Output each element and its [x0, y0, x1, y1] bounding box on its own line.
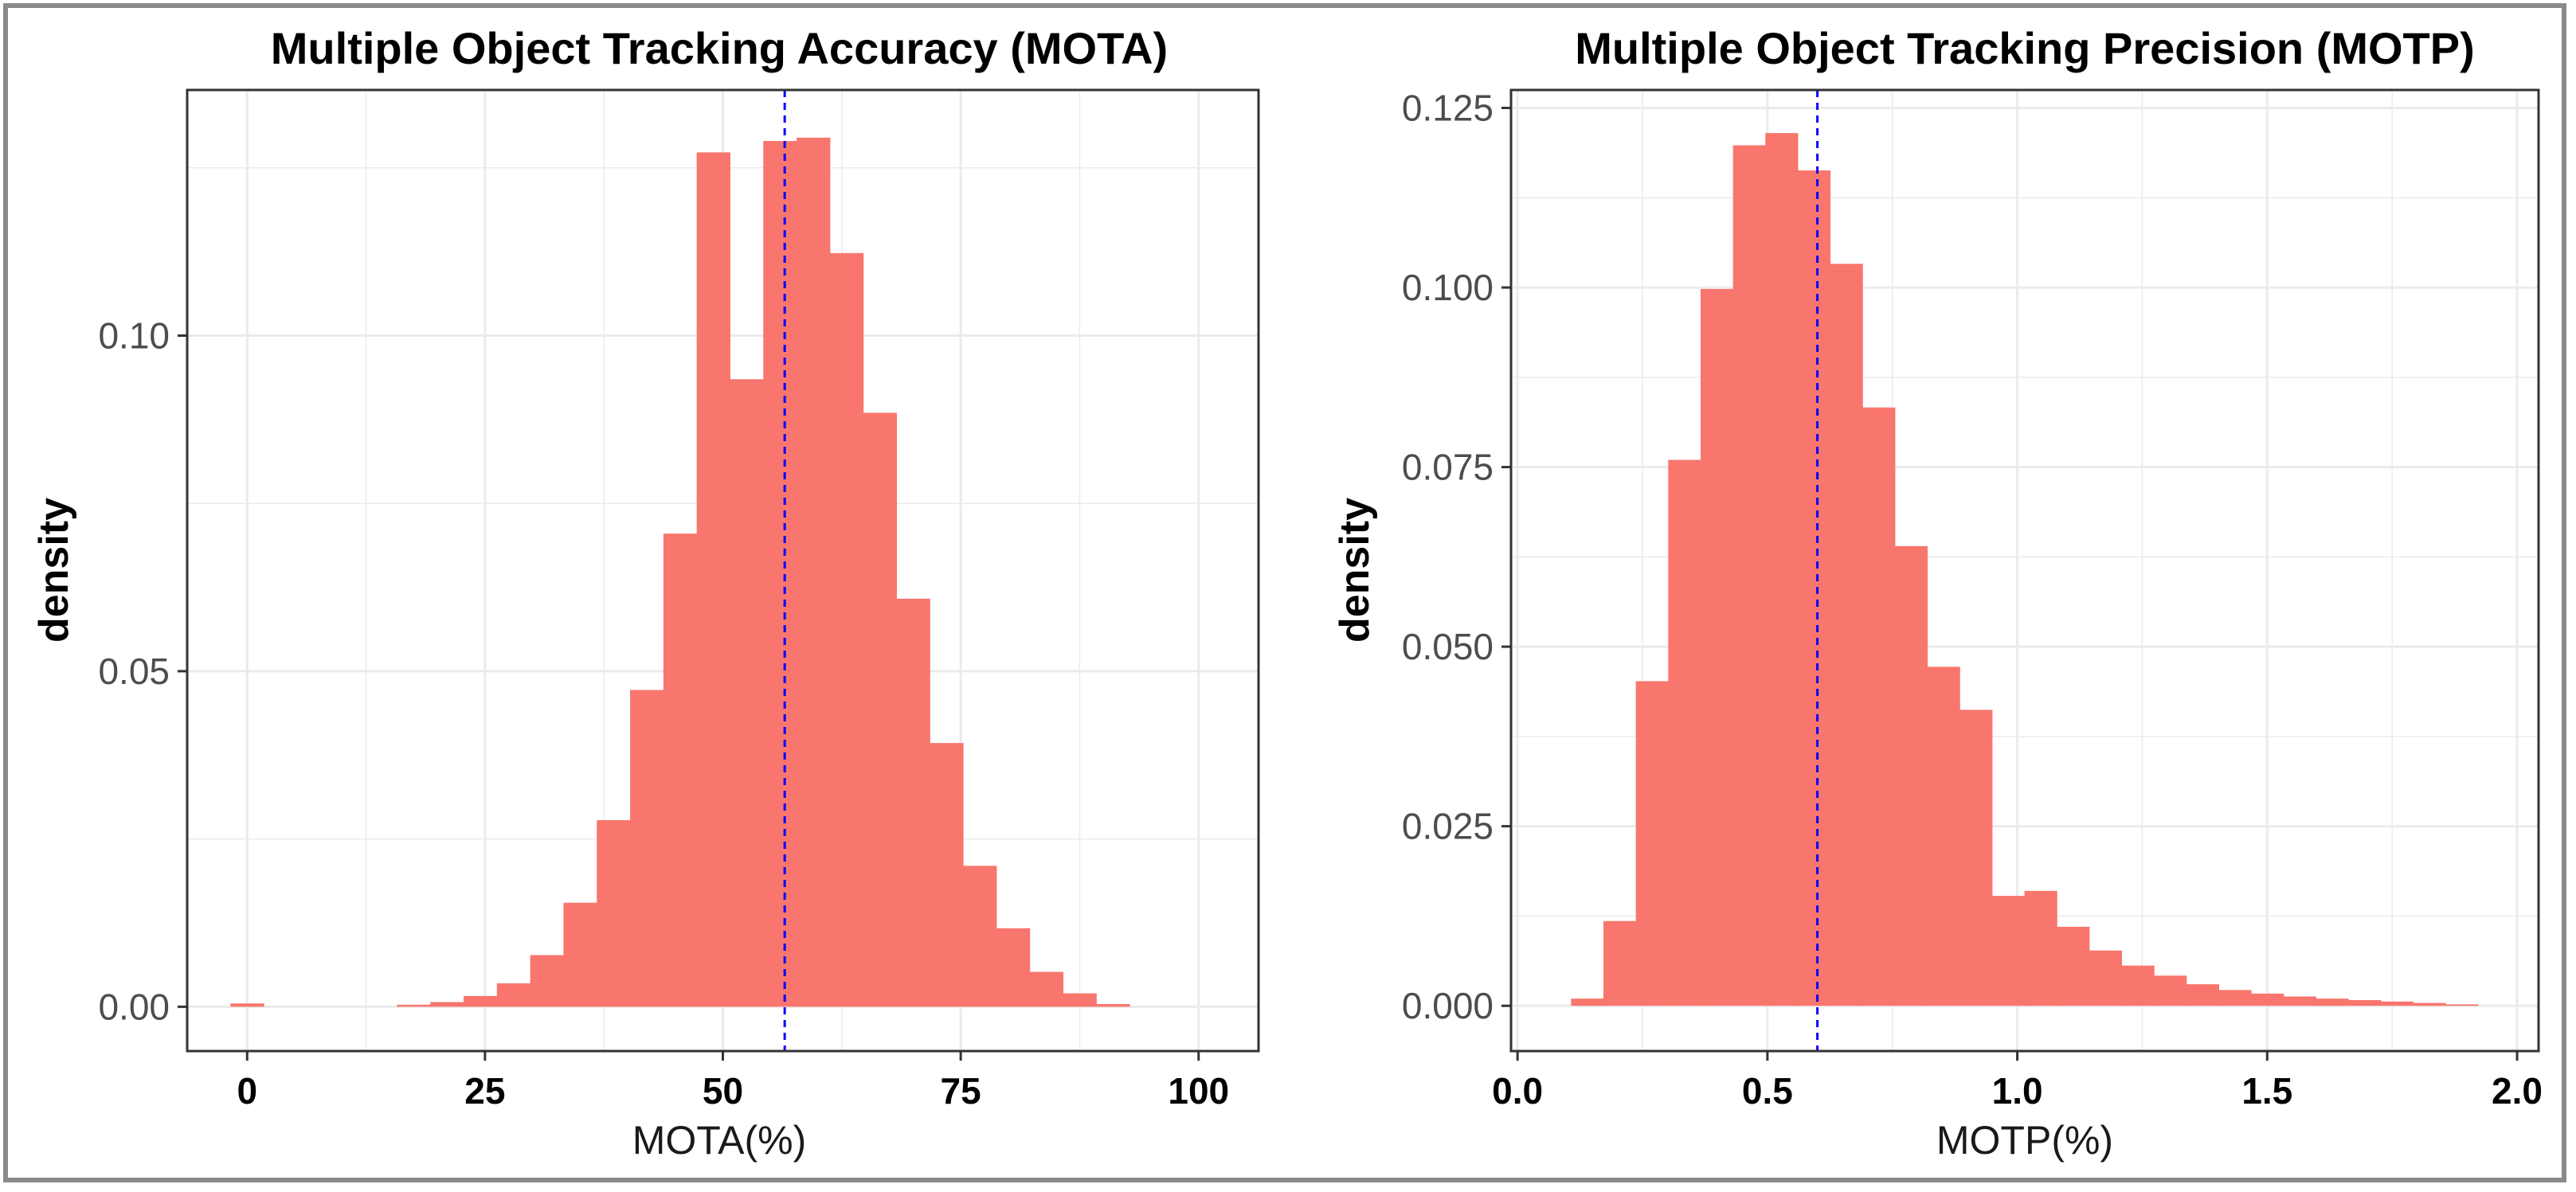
motp-histogram-bars — [1571, 133, 2479, 1006]
mota-bar-49 — [696, 152, 730, 1007]
motp-bar-1-7595 — [2380, 1001, 2414, 1006]
motp-chart-title: Multiple Object Tracking Precision (MOTP… — [1575, 23, 2475, 73]
mota-bar-38-5 — [597, 820, 631, 1007]
mota-bar-84 — [1029, 971, 1064, 1007]
motp-bar-1-4355 — [2218, 990, 2252, 1006]
motp-bar-1-2411 — [2121, 965, 2155, 1006]
mota-bar-77 — [963, 866, 997, 1007]
mota-bar-24-5 — [464, 995, 498, 1007]
motp-bar-0-7227 — [1862, 407, 1896, 1006]
motp-bar-0-3339 — [1668, 459, 1701, 1006]
motp-bar-0-7875 — [1894, 545, 1928, 1006]
mota-bar-87-5 — [1063, 993, 1097, 1007]
motp-y-tick-label-0-025: 0.025 — [1402, 806, 1494, 847]
mota-y-axis: 0.00 0.05 0.10 — [98, 315, 187, 1027]
motp-panel: 0.0 0.5 1.0 1.5 2.0 0.000 0.025 0.050 0.075 0.10… — [1332, 23, 2543, 1163]
motp-bar-0-9171 — [1959, 709, 1993, 1006]
mota-x-tick-label-75: 75 — [941, 1070, 981, 1112]
motp-bar-1-3059 — [2154, 975, 2187, 1006]
mota-bar-21 — [430, 1002, 464, 1007]
mota-bar-45-5 — [663, 533, 698, 1007]
motp-x-tick-label-1-5: 1.5 — [2241, 1070, 2292, 1112]
motp-bar-0-8523 — [1927, 666, 1960, 1006]
mota-bar-35 — [563, 902, 597, 1007]
motp-bar-0-5283 — [1765, 133, 1799, 1006]
motp-bar-0-6579 — [1830, 264, 1863, 1006]
motp-bar-1-1763 — [2089, 950, 2123, 1006]
motp-y-tick-label-0-125: 0.125 — [1402, 88, 1494, 129]
motp-x-tick-label-1-0: 1.0 — [1992, 1070, 2043, 1112]
mota-bar-91 — [1096, 1003, 1130, 1007]
motp-x-tick-label-0-0: 0.0 — [1492, 1070, 1543, 1112]
mota-histogram-bars — [230, 137, 1130, 1007]
motp-bar-0-2691 — [1635, 681, 1669, 1006]
mota-bar-70 — [896, 598, 930, 1007]
mota-y-axis-label: density — [31, 498, 77, 643]
mota-y-tick-label-0-10: 0.10 — [98, 315, 170, 356]
motp-y-tick-label-0-100: 0.100 — [1402, 267, 1494, 308]
motp-panel-border — [1509, 88, 2540, 1053]
mota-bar-42 — [630, 690, 664, 1007]
motp-bar-1-5003 — [2251, 993, 2284, 1006]
mota-bar-52-5 — [730, 379, 764, 1007]
motp-x-axis: 0.0 0.5 1.0 1.5 2.0 — [1492, 1051, 2543, 1112]
mota-bar-17-5 — [397, 1004, 431, 1007]
motp-bar-0-9819 — [1991, 896, 2026, 1006]
motp-bar-1-8243 — [2413, 1002, 2446, 1006]
mota-y-tick-label-0-00: 0.00 — [98, 986, 170, 1027]
motp-bar-1-6299 — [2316, 999, 2349, 1006]
motp-bar-0-2043 — [1603, 920, 1637, 1006]
motp-y-tick-label-0-075: 0.075 — [1402, 447, 1494, 488]
motp-y-tick-label-0-050: 0.050 — [1402, 626, 1494, 667]
mota-x-axis-label: MOTA(%) — [632, 1118, 806, 1163]
mota-bar-63 — [829, 252, 864, 1007]
motp-bar-1-3707 — [2186, 984, 2220, 1006]
mota-bar-73-5 — [930, 743, 964, 1007]
mota-chart-title: Multiple Object Tracking Accuracy (MOTA) — [271, 23, 1168, 73]
figure-frame — [3, 3, 2566, 1182]
motp-bar-0-5931 — [1797, 170, 1831, 1006]
mota-bar-66-5 — [863, 412, 897, 1007]
motp-bar-1-0467 — [2024, 890, 2057, 1006]
motp-x-axis-label: MOTP(%) — [1936, 1118, 2113, 1163]
motp-y-axis-label: density — [1332, 498, 1378, 643]
motp-bar-1-1115 — [2057, 926, 2090, 1006]
motp-y-tick-label-0-000: 0.000 — [1402, 985, 1494, 1026]
motp-bar-1-8891 — [2445, 1004, 2479, 1006]
motp-bar-0-4635 — [1732, 145, 1766, 1006]
motp-x-tick-label-0-5: 0.5 — [1742, 1070, 1793, 1112]
motp-x-tick-label-2-0: 2.0 — [2492, 1070, 2543, 1112]
motp-y-axis: 0.000 0.025 0.050 0.075 0.100 0.125 — [1402, 88, 1511, 1026]
mota-x-axis: 0 25 50 75 100 — [237, 1051, 1229, 1112]
motp-bar-1-5651 — [2283, 996, 2316, 1006]
mota-bar-31-5 — [530, 955, 564, 1007]
mota-bar-56 — [763, 141, 797, 1007]
mota-x-tick-label-25: 25 — [464, 1070, 505, 1112]
motp-bar-0-3987 — [1700, 288, 1734, 1006]
mota-bar-28 — [496, 983, 531, 1007]
mota-x-tick-label-50: 50 — [703, 1070, 743, 1112]
mota-x-tick-label-0: 0 — [237, 1070, 257, 1112]
mota-x-tick-label-100: 100 — [1168, 1070, 1229, 1112]
motp-bar-1-6947 — [2348, 999, 2382, 1006]
motp-bar-0-1395 — [1571, 999, 1604, 1006]
mota-panel: 0 25 50 75 100 0.00 0.05 0.10 Multiple Object … — [31, 23, 1260, 1163]
mota-y-tick-label-0-05: 0.05 — [98, 651, 170, 692]
mota-bar-59-5 — [797, 137, 831, 1007]
mota-bar-80-5 — [996, 928, 1031, 1007]
mota-bar-0 — [230, 1003, 264, 1007]
